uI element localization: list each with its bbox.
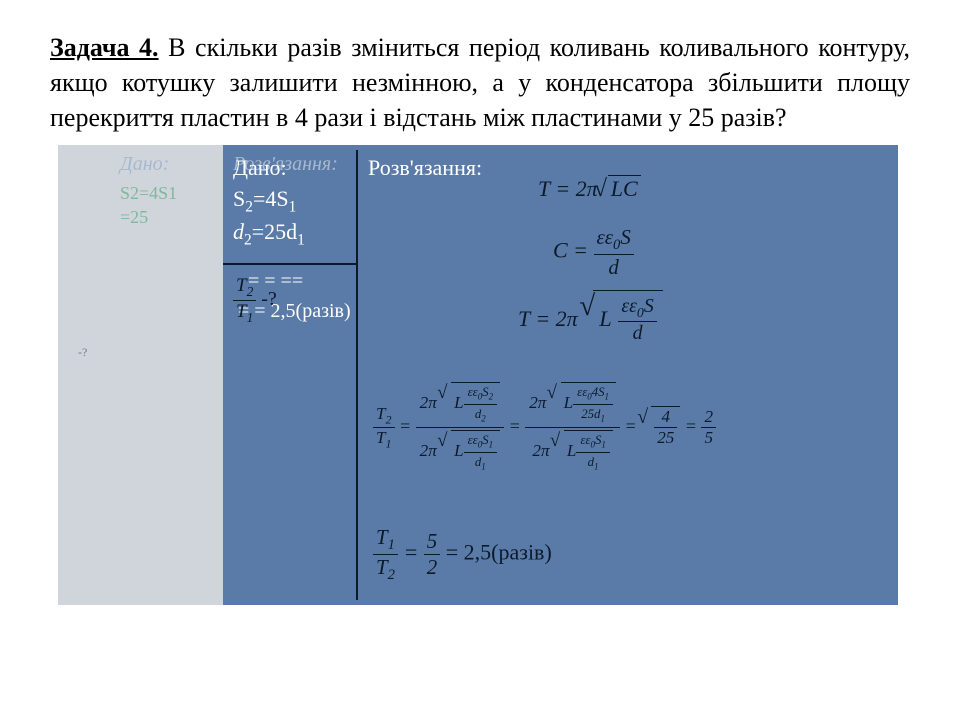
formula-answer: T1 T2 = 5 2 = 2,5(разів) [373, 525, 552, 584]
ghost-qmark: -? [78, 345, 87, 360]
given-line-2: d2=25d1 [233, 218, 305, 250]
vertical-divider [356, 150, 358, 600]
dano-label: Дано: [233, 155, 287, 181]
formula-capacitance: C = εε0S d [553, 225, 634, 280]
rozv-label: Розв'язання: [368, 155, 482, 181]
formula-period: T = 2πLC [538, 175, 641, 202]
given-line-1: S2=4S1 [233, 185, 305, 217]
problem-text: В скільки разів зміниться період коливан… [50, 33, 910, 132]
question-ratio: T2 T1 -? [233, 275, 277, 326]
given-block: S2=4S1 d2=25d1 [233, 185, 305, 250]
ghost-dano-label: Дано: [120, 153, 169, 176]
ghost-s-line: S2=4S1 [120, 183, 177, 204]
problem-statement: Задача 4. В скільки разів зміниться пері… [50, 30, 910, 135]
problem-title: Задача 4. [50, 33, 159, 62]
given-divider [223, 263, 356, 265]
formula-ratio-derivation: T2 T1 = 2π L εε0S2 d2 2π L [373, 380, 716, 475]
solution-panel: Дано: Розв'язання: S2=4S1 =25 = = == = =… [58, 145, 898, 605]
ghost-d-line: =25 [120, 207, 148, 228]
formula-period-expanded: T = 2π L εε0S d [518, 290, 663, 349]
